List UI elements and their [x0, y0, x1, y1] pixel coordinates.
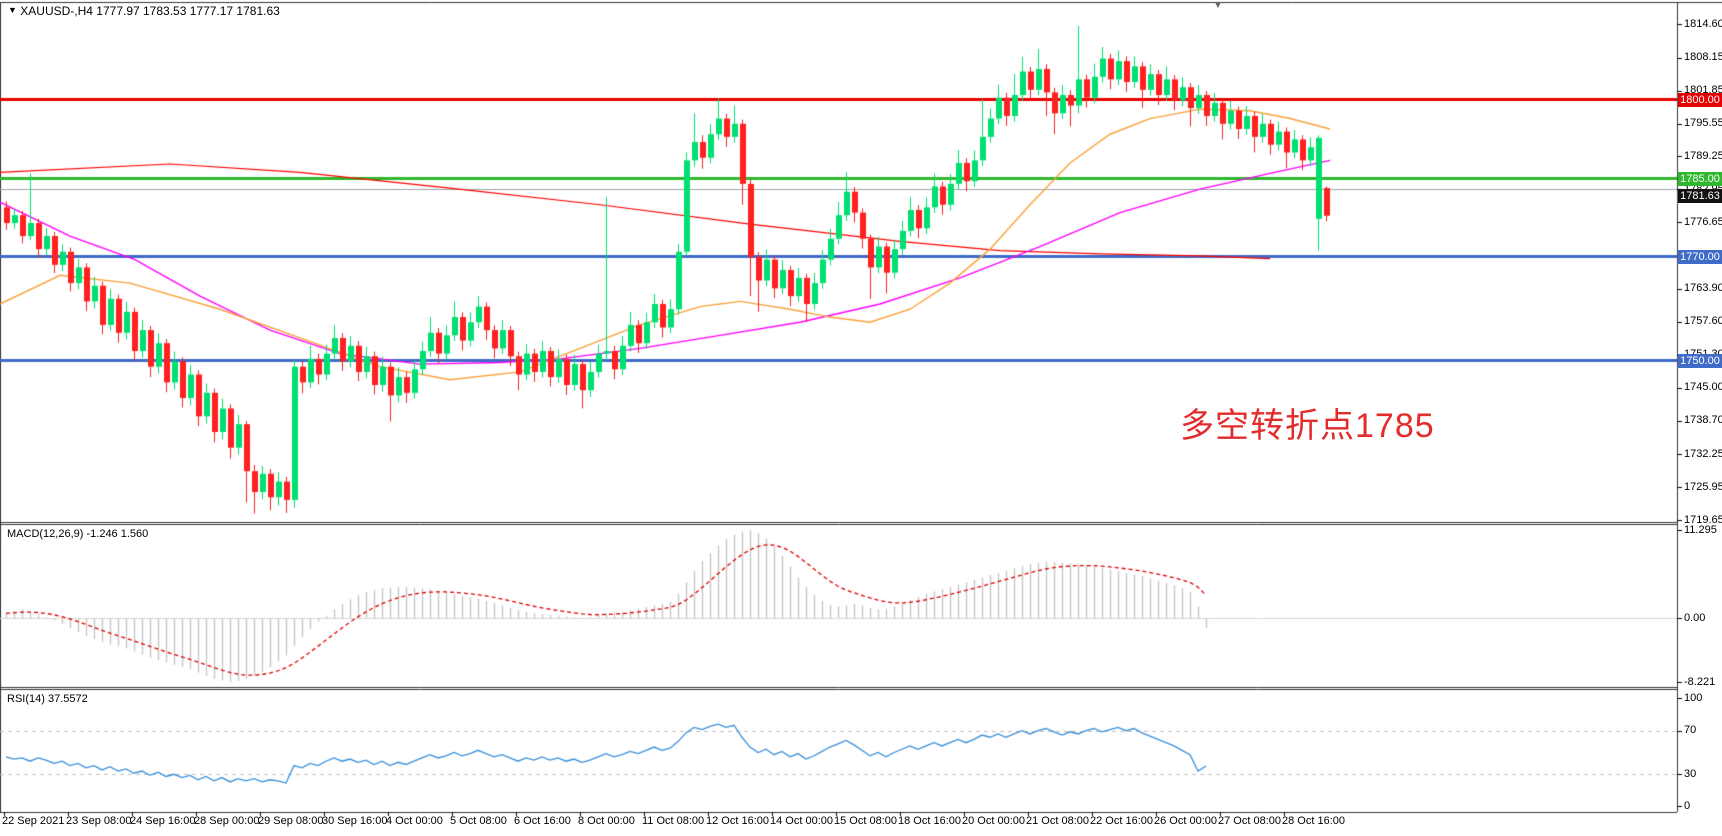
rsi-tick-100: 100 [1684, 691, 1703, 704]
price-tick-1757.60: 1757.60 [1684, 315, 1722, 328]
price-tick-1776.65: 1776.65 [1684, 215, 1722, 228]
price-tick-1738.70: 1738.70 [1684, 414, 1722, 426]
macd-tick--8.221: -8.221 [1684, 675, 1716, 688]
price-tick-1763.90: 1763.90 [1684, 282, 1722, 295]
time-tick-21-Oct-08-00: 21 Oct 08:00 [1026, 815, 1089, 827]
macd-name: MACD(12,26,9) [7, 528, 84, 540]
macd-tick-11.295: 11.295 [1684, 523, 1717, 536]
macd-indicator-label: MACD(12,26,9) -1.246 1.560 [7, 528, 148, 540]
ohlc-values: 1777.97 1783.53 1777.17 1781.63 [96, 4, 280, 18]
price-level-badge-1781.63[interactable]: 1781.63 [1678, 189, 1722, 204]
time-tick-5-Oct-08-00: 5 Oct 08:00 [450, 815, 507, 827]
chart-text-annotation[interactable]: 多空转折点1785 [1180, 407, 1435, 445]
price-tick-1795.55: 1795.55 [1684, 117, 1722, 130]
price-tick-1745.00: 1745.00 [1684, 381, 1722, 394]
time-tick-20-Oct-00-00: 20 Oct 00:00 [962, 815, 1025, 827]
rsi-indicator-label: RSI(14) 37.5572 [7, 693, 88, 705]
time-tick-24-Sep-16-00: 24 Sep 16:00 [130, 815, 196, 827]
rsi-value: 37.5572 [47, 693, 88, 705]
price-tick-1801.85: 1801.85 [1684, 84, 1722, 97]
rsi-tick-0: 0 [1684, 799, 1691, 812]
chart-shift-marker-icon[interactable]: ▼ [1213, 0, 1223, 11]
price-tick-1719.65: 1719.65 [1684, 513, 1722, 526]
symbol-period-label: XAUUSD-,H4 [20, 4, 93, 18]
price-level-badge-1800.00[interactable]: 1800.00 [1678, 93, 1722, 108]
time-tick-27-Oct-08-00: 27 Oct 08:00 [1218, 815, 1281, 827]
time-tick-18-Oct-16-00: 18 Oct 16:00 [898, 815, 961, 827]
rsi-tick-70: 70 [1684, 724, 1697, 737]
time-tick-23-Sep-08-00: 23 Sep 08:00 [66, 815, 132, 827]
price-tick-1814.60: 1814.60 [1684, 17, 1722, 30]
macd-values: -1.246 1.560 [86, 528, 149, 540]
time-tick-29-Sep-08-00: 29 Sep 08:00 [258, 815, 324, 827]
price-tick-1732.25: 1732.25 [1684, 447, 1722, 460]
price-tick-1808.15: 1808.15 [1684, 51, 1722, 64]
time-tick-4-Oct-00-00: 4 Oct 00:00 [386, 815, 443, 827]
price-level-badge-1750.00[interactable]: 1750.00 [1678, 354, 1722, 369]
time-tick-6-Oct-16-00: 6 Oct 16:00 [514, 815, 571, 827]
rsi-tick-30: 30 [1684, 767, 1697, 780]
symbol-dropdown-triangle-icon[interactable]: ▼ [8, 5, 17, 15]
time-tick-22-Oct-16-00: 22 Oct 16:00 [1090, 815, 1153, 827]
price-level-badge-1785.00[interactable]: 1785.00 [1678, 171, 1722, 186]
time-tick-30-Sep-16-00: 30 Sep 16:00 [322, 815, 388, 827]
time-tick-15-Oct-08-00: 15 Oct 08:00 [834, 815, 897, 827]
time-tick-28-Sep-00-00: 28 Sep 00:00 [194, 815, 260, 827]
price-tick-1789.25: 1789.25 [1684, 149, 1722, 162]
time-tick-11-Oct-08-00: 11 Oct 08:00 [642, 815, 705, 827]
time-tick-8-Oct-00-00: 8 Oct 00:00 [578, 815, 635, 827]
macd-tick-0.00: 0.00 [1684, 611, 1706, 624]
chart-header: ▼ XAUUSD-,H4 1777.97 1783.53 1777.17 178… [8, 4, 280, 18]
time-tick-22-Sep-2021: 22 Sep 2021 [2, 815, 65, 827]
price-tick-1725.95: 1725.95 [1684, 480, 1722, 493]
time-tick-28-Oct-16-00: 28 Oct 16:00 [1282, 815, 1345, 827]
time-tick-26-Oct-00-00: 26 Oct 00:00 [1154, 815, 1217, 827]
rsi-name: RSI(14) [7, 693, 45, 705]
price-level-badge-1770.00[interactable]: 1770.00 [1678, 249, 1722, 264]
time-tick-14-Oct-00-00: 14 Oct 00:00 [770, 815, 833, 827]
time-tick-12-Oct-16-00: 12 Oct 16:00 [706, 815, 769, 827]
